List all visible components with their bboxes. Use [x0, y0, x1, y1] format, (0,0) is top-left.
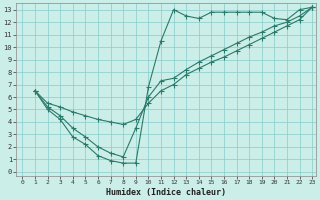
X-axis label: Humidex (Indice chaleur): Humidex (Indice chaleur): [106, 188, 226, 197]
